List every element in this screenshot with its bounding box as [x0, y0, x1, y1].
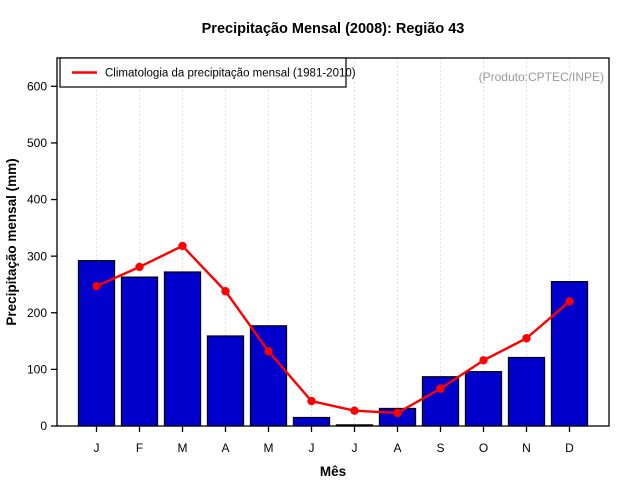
- x-tick-label: A: [393, 441, 401, 455]
- bar-f1: [120, 276, 159, 427]
- x-tick-label: D: [565, 441, 574, 455]
- legend-label: Climatologia da precipitação mensal (198…: [105, 68, 356, 80]
- y-tick-label: 400: [27, 193, 47, 207]
- x-tick-label: J: [309, 441, 315, 455]
- x-tick-label: F: [136, 441, 143, 455]
- bar-a3: [206, 335, 245, 427]
- climatology-point: [264, 347, 273, 356]
- bar-s8: [421, 376, 460, 427]
- bar-m2: [163, 271, 202, 427]
- y-tick-label: 500: [27, 136, 47, 150]
- climatology-point: [350, 406, 359, 415]
- bar-n10: [507, 356, 546, 427]
- climatology-point: [436, 384, 445, 393]
- climatology-point: [307, 396, 316, 406]
- bar-d11: [550, 281, 589, 427]
- bar-o9: [464, 371, 503, 427]
- climatology-point: [92, 281, 101, 291]
- y-tick-label: 200: [27, 306, 47, 320]
- x-tick-label: J: [352, 441, 358, 455]
- climatology-point: [393, 408, 402, 418]
- climatology-point: [135, 262, 144, 272]
- x-axis-title: Mês: [320, 464, 346, 479]
- product-credit-text: (Produto:CPTEC/INPE): [479, 70, 604, 84]
- axis-tick-layer: 0 100 200 300 400 500 600 J F M A M J J A S O N D: [27, 80, 574, 455]
- climatology-point: [479, 356, 488, 365]
- x-tick-label: M: [264, 441, 274, 455]
- climatology-point: [565, 297, 574, 306]
- chart-title: Precipitação Mensal (2008): Região 43: [202, 21, 465, 37]
- x-tick-label: N: [522, 441, 531, 455]
- y-tick-label: 600: [27, 80, 47, 94]
- x-tick-label: S: [436, 441, 444, 455]
- gridline-layer: [96, 58, 570, 426]
- climatology-line: [95, 244, 571, 415]
- y-tick-label: 0: [40, 419, 47, 433]
- climatology-line-layer: [92, 241, 574, 418]
- bar-layer: [77, 260, 589, 427]
- legend: Climatologia da precipitação mensal (198…: [59, 57, 356, 88]
- climatology-point: [178, 241, 187, 251]
- x-tick-label: J: [94, 441, 100, 455]
- x-tick-label: A: [221, 441, 229, 455]
- climatology-point: [522, 334, 531, 343]
- legend-box: [59, 57, 347, 88]
- climatology-point: [221, 287, 230, 296]
- y-tick-label: 100: [27, 363, 47, 377]
- y-tick-label: 300: [27, 249, 47, 263]
- bar-j5: [292, 416, 331, 427]
- x-tick-label: O: [479, 441, 488, 455]
- x-tick-label: M: [178, 441, 188, 455]
- y-axis-title: Precipitação mensal (mm): [4, 158, 19, 325]
- bar-m4: [249, 325, 288, 427]
